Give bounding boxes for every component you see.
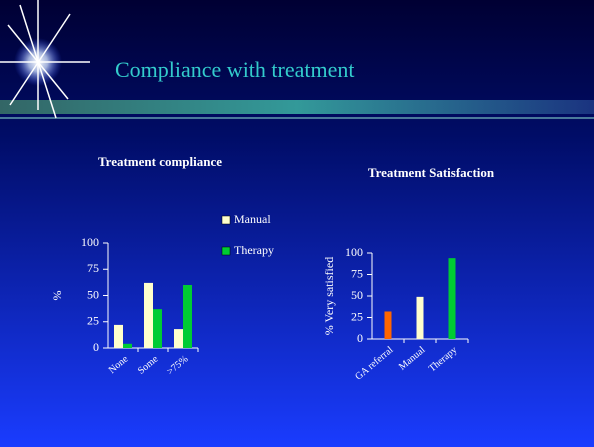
y-tick-label: 0 — [93, 340, 99, 354]
y-tick-label: 50 — [87, 287, 99, 301]
legend-swatch — [221, 246, 231, 256]
bar — [123, 343, 132, 348]
y-axis-label: % — [50, 291, 64, 301]
y-tick-label: 100 — [345, 245, 363, 259]
y-tick-label: 100 — [81, 235, 99, 249]
y-tick-label: 50 — [351, 288, 363, 302]
bar — [448, 258, 456, 339]
star — [0, 0, 90, 119]
bar — [416, 296, 424, 339]
slide-title: Compliance with treatment — [115, 57, 355, 82]
bar — [153, 309, 162, 348]
legend-label: Therapy — [234, 243, 274, 257]
legend-label: Manual — [234, 212, 271, 226]
header-band — [0, 100, 594, 114]
header-line — [0, 117, 594, 119]
y-tick-label: 0 — [357, 331, 363, 345]
bar — [174, 329, 183, 348]
y-tick-label: 25 — [351, 309, 363, 323]
bar — [114, 324, 123, 348]
y-axis-label: % Very satisfied — [322, 257, 336, 335]
chart-title: Treatment Satisfaction — [368, 165, 495, 180]
legend-swatch — [221, 215, 231, 225]
y-tick-label: 75 — [351, 266, 363, 280]
chart-title: Treatment compliance — [98, 154, 222, 169]
bar — [384, 311, 392, 339]
y-tick-label: 75 — [87, 261, 99, 275]
bar — [144, 282, 153, 348]
y-tick-label: 25 — [87, 314, 99, 328]
bar — [183, 285, 192, 348]
